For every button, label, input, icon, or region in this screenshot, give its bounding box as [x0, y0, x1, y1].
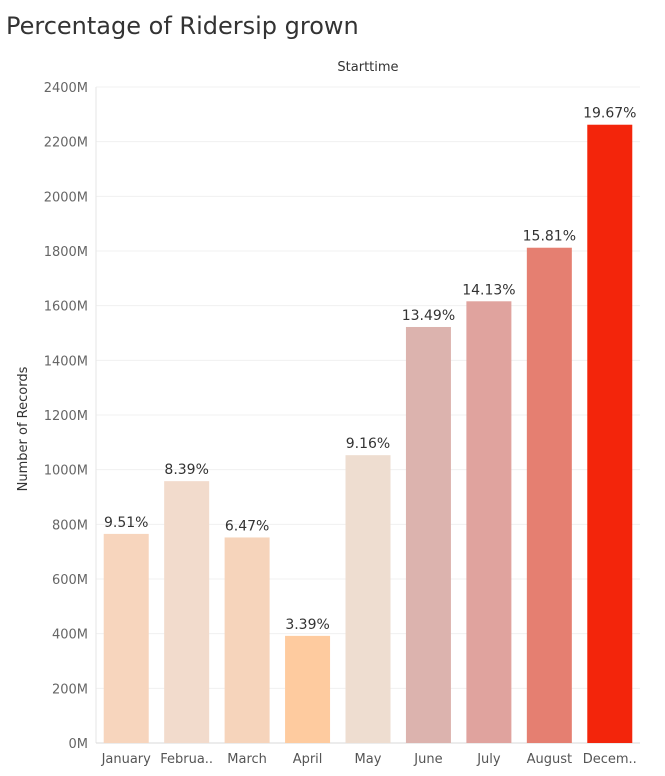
bar[interactable]	[224, 537, 270, 743]
x-tick-label: April	[293, 752, 323, 767]
x-tick-label: June	[413, 752, 442, 767]
bar[interactable]	[345, 455, 391, 743]
bar[interactable]	[587, 124, 633, 744]
y-tick-label: 1400M	[44, 354, 88, 369]
bar[interactable]	[526, 247, 572, 743]
bar[interactable]	[103, 533, 149, 743]
x-tick-label: Decem..	[583, 752, 637, 767]
y-tick-label: 1600M	[44, 300, 88, 315]
data-label: 6.47%	[225, 518, 269, 534]
y-tick-label: 2400M	[44, 81, 88, 96]
x-tick-label: January	[101, 752, 152, 767]
y-tick-label: 200M	[52, 682, 88, 697]
y-tick-label: 2200M	[44, 136, 88, 151]
y-tick-label: 1000M	[44, 464, 88, 479]
data-label: 9.16%	[346, 436, 390, 452]
y-tick-label: 800M	[52, 518, 88, 533]
bar[interactable]	[466, 301, 512, 743]
y-tick-label: 600M	[52, 573, 88, 588]
bar[interactable]	[164, 481, 210, 743]
data-label: 14.13%	[462, 282, 515, 298]
data-label: 8.39%	[164, 462, 208, 478]
bar[interactable]	[285, 635, 331, 743]
y-tick-label: 0M	[69, 737, 89, 752]
y-tick-label: 1200M	[44, 409, 88, 424]
data-label: 13.49%	[402, 308, 455, 324]
x-tick-label: July	[476, 752, 501, 767]
data-label: 9.51%	[104, 515, 148, 531]
data-label: 3.39%	[285, 617, 329, 633]
y-tick-label: 1800M	[44, 245, 88, 260]
y-axis-label: Number of Records	[16, 366, 31, 491]
x-tick-label: August	[527, 752, 573, 767]
y-tick-label: 400M	[52, 628, 88, 643]
data-label: 19.67%	[583, 106, 636, 122]
column-header: Starttime	[337, 60, 398, 75]
x-tick-label: May	[355, 752, 382, 767]
x-tick-label: Februa..	[160, 752, 213, 767]
y-tick-label: 2000M	[44, 190, 88, 205]
x-tick-label: March	[227, 752, 267, 767]
chart-title: Percentage of Ridersip grown	[6, 12, 359, 40]
data-label: 15.81%	[523, 229, 576, 245]
bar[interactable]	[405, 326, 451, 743]
